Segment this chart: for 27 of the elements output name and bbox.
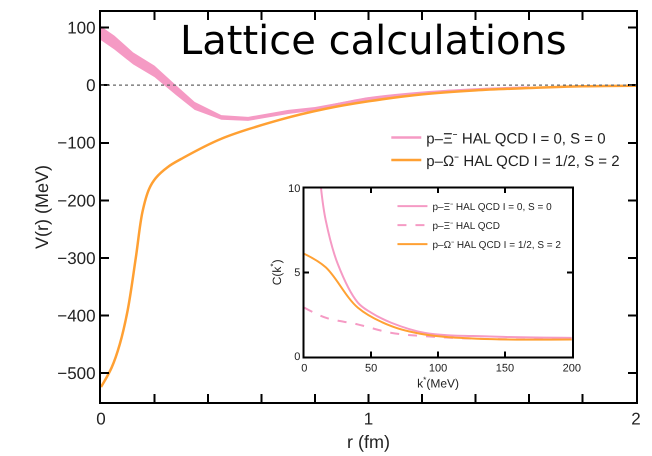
legend-label: p–Ω⁻ HAL QCD I = 1/2, S = 2 (426, 152, 620, 170)
y-tick-label: −500 (57, 364, 96, 384)
x-tick-label: 150 (496, 362, 514, 374)
y-tick-label: −100 (57, 134, 96, 153)
line-series (101, 84, 636, 388)
x-tick-label: 200 (562, 362, 581, 374)
x-axis-title: k$^{*}$(MeV) (417, 374, 460, 390)
y-tick-label: 0 (294, 351, 300, 364)
legend-label: p–Ω⁻ HAL QCD I = 1/2, S = 2 (432, 240, 562, 252)
legend-label: p–Ξ⁻ HAL QCD I = 0, S = 0 (426, 130, 606, 148)
chart-title: Lattice calculations (180, 18, 567, 64)
y-tick-label: −400 (57, 306, 96, 326)
legend-label: p–Ξ⁻ HAL QCD I = 0, S = 0 (432, 202, 552, 214)
x-axis-title: r (fm) (347, 432, 390, 452)
y-tick-label: 100 (67, 18, 96, 38)
legend-label: p–Ξ⁻ HAL QCD (432, 221, 500, 232)
y-axis-title: V(r) (MeV) (32, 165, 52, 249)
y-tick-label: 0 (86, 76, 96, 96)
line-series (304, 252, 572, 341)
y-tick-label: 5 (294, 267, 300, 280)
x-tick-label: 100 (428, 362, 448, 374)
y-tick-label: −200 (57, 191, 96, 210)
y-tick-label: 10 (288, 183, 300, 196)
x-tick-label: 1 (364, 409, 374, 428)
x-tick-label: 50 (365, 362, 378, 374)
y-tick-label: −300 (57, 248, 96, 268)
x-tick-label: 2 (631, 409, 641, 428)
